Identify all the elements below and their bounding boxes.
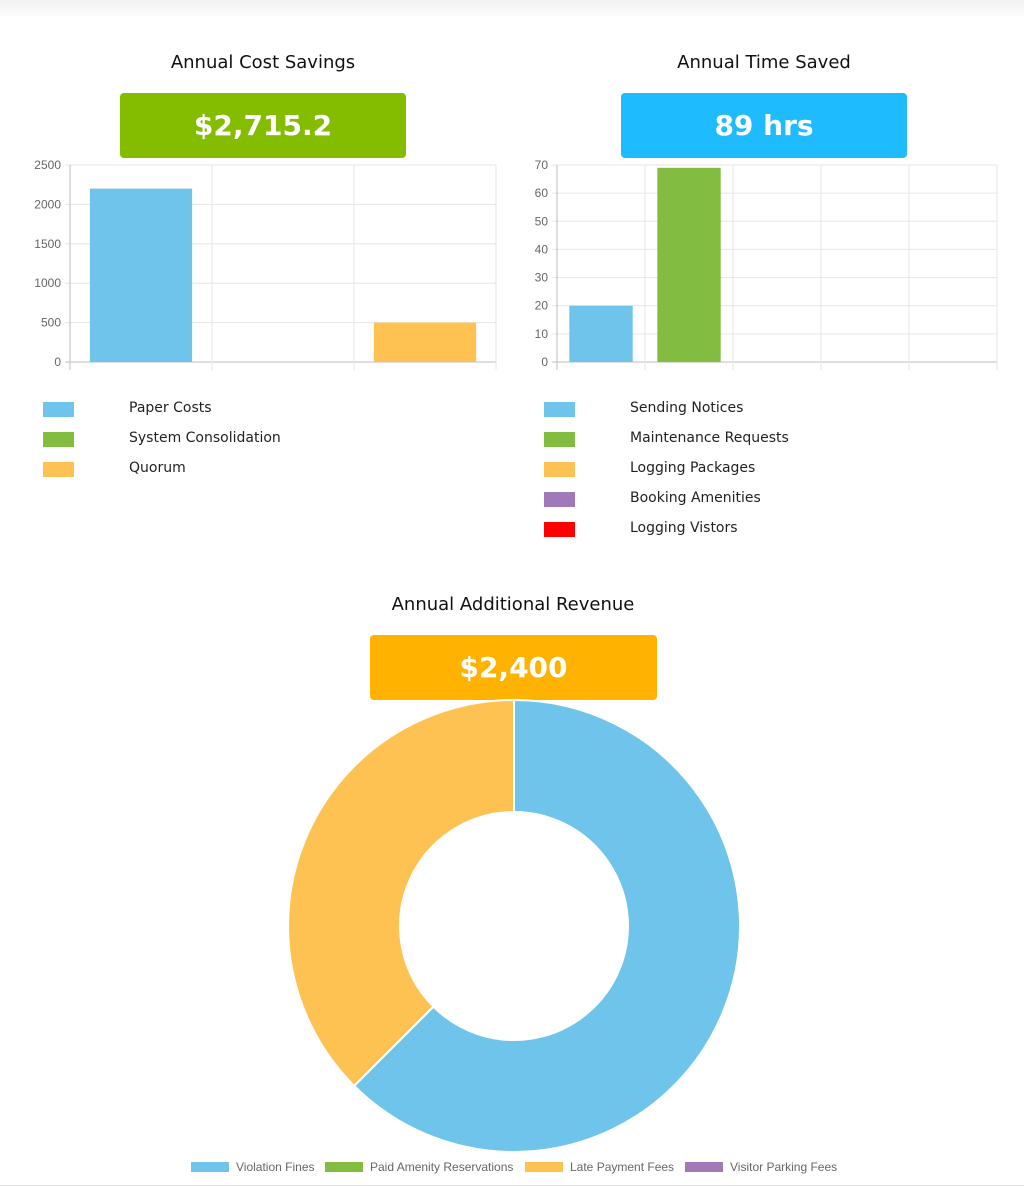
y-tick-label: 10 (535, 327, 549, 341)
legend-swatch (544, 522, 575, 537)
y-tick-label: 50 (535, 214, 549, 228)
legend-label: Violation Fines (236, 1160, 315, 1174)
legend-label: Sending Notices (630, 400, 744, 416)
cost-savings-kpi: $2,715.2 (120, 93, 406, 158)
cost-savings-legend: Paper Costs System Consolidation Quorum (43, 400, 463, 500)
y-tick-label: 1000 (34, 276, 61, 290)
legend-label: Quorum (129, 460, 186, 476)
y-tick-label: 70 (535, 158, 549, 172)
legend-label: Booking Amenities (630, 490, 761, 506)
y-tick-label: 20 (535, 299, 549, 313)
bar-quorum[interactable] (373, 322, 477, 362)
bar-sending-notices[interactable] (569, 305, 633, 362)
slice-late-payment-fees[interactable] (287, 698, 515, 1088)
bar-paper-costs[interactable] (89, 188, 193, 362)
legend-swatch (43, 402, 74, 417)
legend-label: Paper Costs (129, 400, 212, 416)
bottom-divider (0, 1185, 1024, 1186)
time-saved-legend: Sending Notices Maintenance Requests Loggi… (544, 400, 964, 550)
y-tick-label: 60 (535, 186, 549, 200)
legend-label: Logging Vistors (630, 520, 738, 536)
time-saved-chart: 0 10 20 30 40 50 60 70 (535, 158, 998, 370)
cost-savings-chart: 0 500 1000 1500 2000 2500 (34, 158, 497, 370)
legend-swatch (685, 1162, 723, 1172)
slice-violation-fines[interactable] (352, 698, 741, 1153)
y-tick-label: 30 (535, 271, 549, 285)
legend-label: Paid Amenity Reservations (370, 1160, 514, 1174)
legend-label: Logging Packages (630, 460, 756, 476)
additional-revenue-donut (287, 698, 741, 1153)
legend-swatch (544, 402, 575, 417)
additional-revenue-title: Annual Additional Revenue (391, 594, 635, 615)
y-tick-label: 2000 (34, 197, 61, 211)
y-tick-label: 2500 (34, 158, 61, 172)
y-tick-label: 0 (54, 355, 61, 369)
legend-swatch (544, 492, 575, 507)
legend-label: Late Payment Fees (570, 1160, 675, 1174)
legend-item[interactable]: Paid Amenity Reservations (325, 1160, 513, 1176)
y-tick-label: 500 (41, 316, 61, 330)
legend-swatch (191, 1162, 229, 1172)
y-tick-label: 1500 (34, 237, 61, 251)
y-tick-label: 0 (541, 355, 548, 369)
legend-swatch (43, 462, 74, 477)
header-shadow (0, 0, 1024, 18)
additional-revenue-kpi: $2,400 (370, 635, 657, 700)
legend-swatch (43, 432, 74, 447)
bar-maintenance-requests[interactable] (657, 167, 721, 362)
y-tick-label: 40 (535, 242, 549, 256)
legend-swatch (544, 432, 575, 447)
legend-label: Visitor Parking Fees (730, 1160, 838, 1174)
cost-savings-title: Annual Cost Savings (170, 52, 356, 73)
legend-swatch (544, 462, 575, 477)
legend-swatch (525, 1162, 563, 1172)
time-saved-title: Annual Time Saved (677, 52, 851, 73)
legend-swatch (325, 1162, 363, 1172)
legend-item[interactable]: Violation Fines (191, 1160, 315, 1176)
additional-revenue-legend: Violation Fines Paid Amenity Reservations… (0, 1160, 1024, 1176)
time-saved-kpi: 89 hrs (621, 93, 907, 158)
legend-item[interactable]: Visitor Parking Fees (685, 1160, 837, 1176)
legend-label: System Consolidation (129, 430, 281, 446)
legend-label: Maintenance Requests (630, 430, 789, 446)
legend-item[interactable]: Late Payment Fees (525, 1160, 674, 1176)
